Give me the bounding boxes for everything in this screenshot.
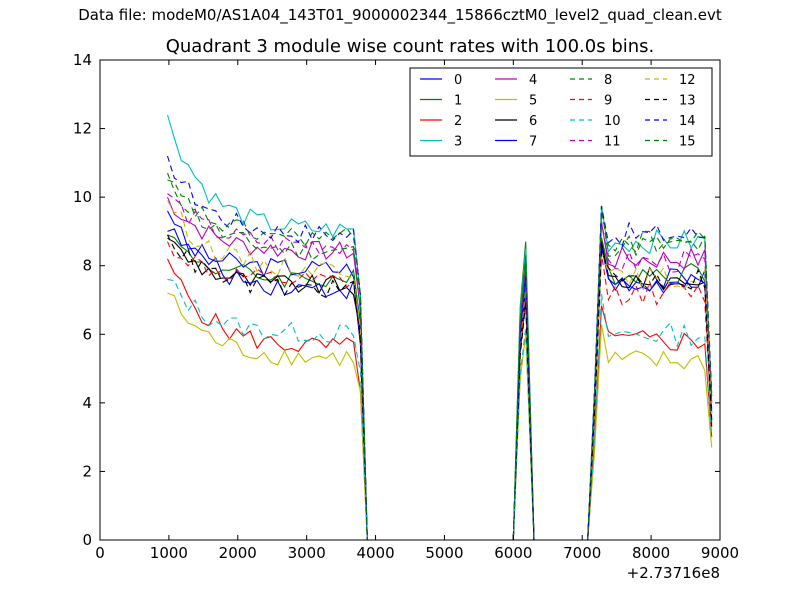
legend-label-1: 1 <box>454 94 462 109</box>
figure-suptitle: Data file: modeM0/AS1A04_143T01_90000023… <box>78 6 722 24</box>
x-tick-label: 6000 <box>494 544 532 562</box>
legend-label-12: 12 <box>679 73 696 88</box>
series-line-1 <box>167 234 713 541</box>
legend-label-6: 6 <box>529 114 537 129</box>
legend-label-8: 8 <box>604 73 612 88</box>
series-lines <box>166 114 713 541</box>
x-tick-label: 8000 <box>632 544 670 562</box>
y-tick-label: 10 <box>73 188 92 206</box>
y-tick-label: 4 <box>82 394 92 412</box>
y-tick-label: 8 <box>82 257 92 275</box>
series-line-12 <box>167 200 713 541</box>
axis-ticks: 0 1000 2000 3000 4000 5000 6000 7000 8000 9000 0 2 4… <box>73 51 739 562</box>
legend-label-3: 3 <box>454 135 462 150</box>
legend-label-14: 14 <box>679 114 696 129</box>
series-line-13 <box>167 234 713 541</box>
legend-box <box>409 67 713 157</box>
x-tick-label: 9000 <box>701 544 739 562</box>
y-tick-label: 14 <box>73 51 92 69</box>
legend-label-11: 11 <box>604 135 621 150</box>
series-line-7 <box>167 210 713 541</box>
legend-label-7: 7 <box>529 135 537 150</box>
series-line-3 <box>166 114 713 541</box>
x-tick-label: 3000 <box>288 544 326 562</box>
x-tick-label: 2000 <box>219 544 257 562</box>
legend-label-10: 10 <box>604 114 621 129</box>
legend-label-9: 9 <box>604 94 612 109</box>
y-tick-label: 2 <box>82 462 92 480</box>
legend-label-4: 4 <box>529 73 537 88</box>
series-line-11 <box>167 193 713 541</box>
chart-title: Quadrant 3 module wise count rates with … <box>165 36 655 57</box>
series-line-14 <box>166 155 713 541</box>
y-tick-label: 12 <box>73 120 92 138</box>
x-tick-label: 7000 <box>563 544 601 562</box>
x-tick-label: 5000 <box>425 544 463 562</box>
series-line-8 <box>166 172 713 541</box>
legend-label-5: 5 <box>529 94 537 109</box>
x-tick-label: 1000 <box>150 544 188 562</box>
legend-label-15: 15 <box>679 135 696 150</box>
series-line-5 <box>167 292 713 541</box>
series-line-4 <box>166 196 713 541</box>
series-line-2 <box>167 258 713 541</box>
x-axis-offset-label: +2.73716e8 <box>627 564 720 582</box>
legend-label-2: 2 <box>454 114 462 129</box>
legend-label-13: 13 <box>679 94 696 109</box>
series-line-15 <box>167 179 713 541</box>
axes-frame <box>99 59 721 541</box>
y-tick-label: 0 <box>82 531 92 549</box>
x-tick-label: 0 <box>95 544 105 562</box>
x-tick-label: 4000 <box>356 544 394 562</box>
legend-label-0: 0 <box>454 73 462 88</box>
y-tick-label: 6 <box>82 325 92 343</box>
series-line-10 <box>167 278 713 541</box>
